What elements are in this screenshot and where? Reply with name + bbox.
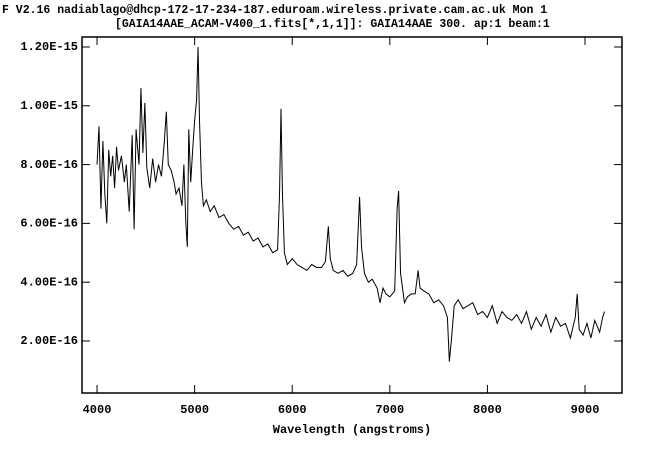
x-tick-label: 4000 bbox=[83, 403, 112, 417]
header-line: [GAIA14AAE_ACAM-V400_1.fits[*,1,1]]: GAI… bbox=[115, 18, 550, 31]
x-tick-label: 7000 bbox=[375, 403, 404, 417]
y-tick-label: 2.00E-16 bbox=[20, 334, 78, 348]
x-tick-label: 6000 bbox=[278, 403, 307, 417]
y-tick-label: 6.00E-16 bbox=[20, 217, 78, 231]
spectrum-line bbox=[96, 46, 606, 362]
x-tick-label: 8000 bbox=[473, 403, 502, 417]
x-tick-label: 9000 bbox=[571, 403, 600, 417]
plot-frame bbox=[81, 36, 623, 394]
y-tick-label: 1.00E-15 bbox=[20, 99, 78, 113]
y-tick-label: 8.00E-16 bbox=[20, 158, 78, 172]
x-axis-label: Wavelength (angstroms) bbox=[273, 423, 431, 437]
x-tick-label: 5000 bbox=[180, 403, 209, 417]
y-tick-label: 1.20E-15 bbox=[20, 40, 78, 54]
y-tick-label: 4.00E-16 bbox=[20, 275, 78, 289]
header-line: F V2.16 nadiablago@dhcp-172-17-234-187.e… bbox=[2, 4, 547, 17]
